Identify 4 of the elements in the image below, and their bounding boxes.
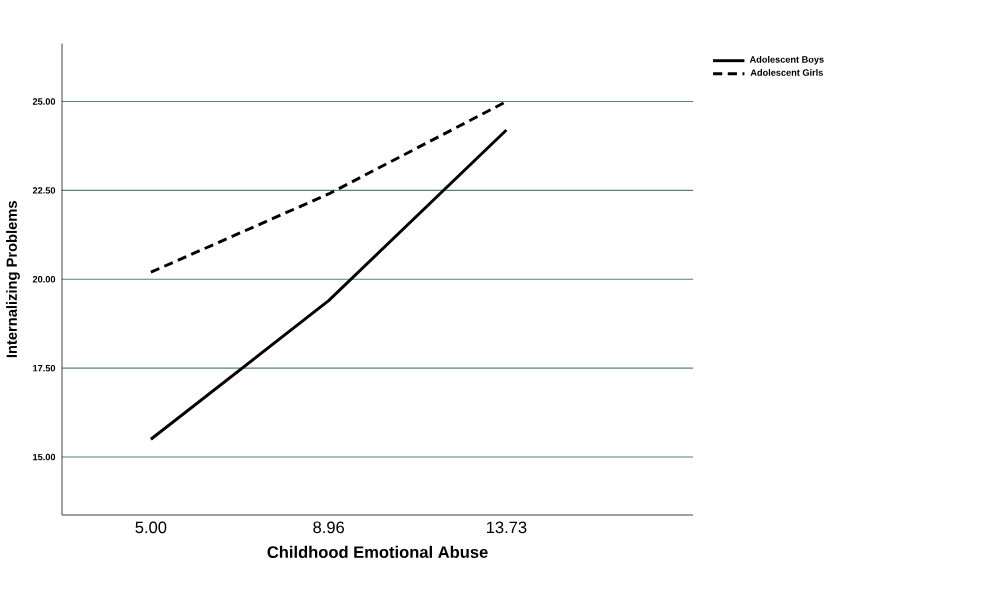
x-tick-label: 8.96 [313,521,345,533]
x-tick-label: 13.73 [487,521,527,533]
x-axis-title: Childhood Emotional Abuse [267,545,488,558]
x-tick-label: 5.00 [135,521,167,533]
